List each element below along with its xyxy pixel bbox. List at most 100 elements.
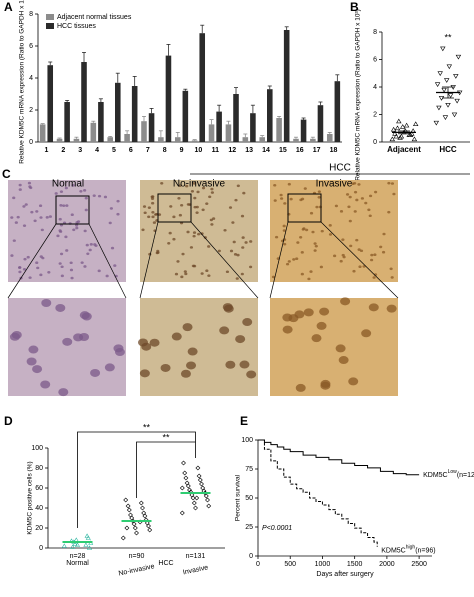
nucleus xyxy=(81,312,92,321)
nucleus xyxy=(181,252,185,256)
legend-swatch xyxy=(46,23,54,29)
point xyxy=(184,480,190,486)
point xyxy=(446,64,453,70)
nucleus xyxy=(279,193,283,197)
zoom-line xyxy=(139,221,159,299)
nucleus xyxy=(97,269,101,273)
bar xyxy=(182,90,189,142)
nucleus xyxy=(368,194,373,198)
nucleus xyxy=(373,253,377,257)
zoom-line xyxy=(269,221,289,299)
point xyxy=(84,533,90,538)
nucleus xyxy=(352,269,356,273)
x-tick-label: 1 xyxy=(44,147,48,154)
nucleus xyxy=(39,216,43,219)
nucleus xyxy=(27,181,32,185)
point xyxy=(134,530,139,536)
point xyxy=(206,503,212,509)
nucleus xyxy=(305,228,309,232)
nucleus xyxy=(149,338,160,347)
nucleus xyxy=(180,203,184,207)
bar xyxy=(56,138,63,142)
point xyxy=(83,542,89,547)
nucleus xyxy=(201,208,205,212)
point xyxy=(451,112,458,118)
nucleus xyxy=(193,196,197,200)
nucleus xyxy=(16,215,20,219)
nucleus xyxy=(108,221,112,225)
x-tick-label: 14 xyxy=(262,147,270,154)
legend-label-part: (n=125) xyxy=(457,472,474,479)
nucleus xyxy=(18,183,22,187)
nucleus xyxy=(313,249,317,252)
nucleus xyxy=(172,237,176,241)
nucleus xyxy=(72,228,76,232)
x-tick-label: 1000 xyxy=(315,561,331,568)
panel-letter: A xyxy=(4,0,13,14)
y-tick-label: 25 xyxy=(245,524,253,531)
nucleus xyxy=(357,183,361,186)
nucleus xyxy=(39,255,43,258)
nucleus xyxy=(75,226,79,230)
nucleus xyxy=(24,203,28,206)
nucleus xyxy=(22,205,26,208)
nucleus xyxy=(223,228,227,232)
nucleus xyxy=(183,270,187,273)
nucleus xyxy=(171,332,182,341)
y-tick-label: 0 xyxy=(39,545,43,552)
nucleus xyxy=(231,221,235,224)
nucleus xyxy=(355,238,359,242)
annotation: P<0.0001 xyxy=(262,525,292,532)
nucleus xyxy=(83,229,87,233)
nucleus xyxy=(180,369,191,378)
nucleus xyxy=(139,369,150,378)
point xyxy=(411,136,418,142)
point xyxy=(179,510,185,516)
nucleus xyxy=(292,258,296,261)
nucleus xyxy=(210,191,214,194)
nucleus xyxy=(283,202,287,205)
bracket xyxy=(77,431,196,528)
nucleus xyxy=(333,254,337,258)
nucleus xyxy=(242,191,246,195)
micrograph xyxy=(270,298,398,396)
point xyxy=(406,132,412,138)
nucleus xyxy=(28,185,32,188)
nucleus xyxy=(23,257,27,261)
nucleus xyxy=(241,236,245,239)
nucleus xyxy=(382,232,386,236)
nucleus xyxy=(151,211,155,214)
nucleus xyxy=(59,190,64,193)
nucleus xyxy=(357,248,361,251)
point xyxy=(440,46,446,52)
nucleus xyxy=(59,204,63,207)
bar xyxy=(73,138,80,142)
point xyxy=(445,102,451,108)
bar xyxy=(174,137,181,142)
nucleus xyxy=(18,266,22,269)
nucleus xyxy=(93,243,97,246)
nucleus xyxy=(70,276,74,280)
nucleus xyxy=(113,344,124,353)
nucleus xyxy=(386,304,397,313)
nucleus xyxy=(103,195,108,199)
nucleus xyxy=(300,197,305,201)
point xyxy=(412,121,419,127)
legend-label-part: high xyxy=(406,545,416,551)
nucleus xyxy=(228,206,233,209)
micrograph xyxy=(8,180,126,282)
nucleus xyxy=(88,248,92,252)
y-axis-label: Percent survival xyxy=(235,474,242,521)
nucleus xyxy=(300,251,304,254)
x-axis-label: Days after surgery xyxy=(316,571,374,578)
nucleus xyxy=(39,273,43,277)
nucleus xyxy=(58,262,62,265)
bar xyxy=(158,137,164,142)
nucleus xyxy=(84,196,88,200)
y-axis-label: Relative KDM5C mRNA expression (Ratio to… xyxy=(19,0,26,164)
y-tick-label: 0 xyxy=(373,139,377,146)
nucleus xyxy=(295,383,306,392)
bar xyxy=(191,140,198,142)
panel-letter: C xyxy=(2,167,11,181)
inset-box xyxy=(287,193,322,223)
